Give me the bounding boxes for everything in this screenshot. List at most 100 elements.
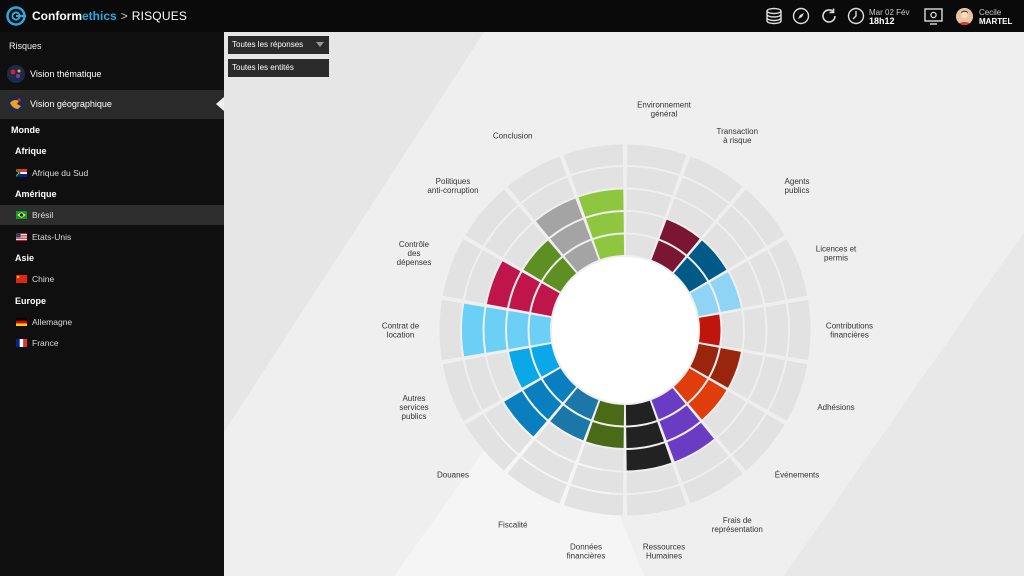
risk-bar-segment[interactable] xyxy=(507,310,529,350)
clock-icon xyxy=(847,7,865,25)
grid-cell xyxy=(507,457,567,504)
risk-bar-segment[interactable] xyxy=(531,283,560,317)
risk-bar-segment[interactable] xyxy=(667,422,715,462)
user-name[interactable]: Cecile MARTEL xyxy=(979,8,1012,26)
risk-bar-segment[interactable] xyxy=(710,272,741,312)
avatar[interactable] xyxy=(956,8,973,25)
flag-south-africa-icon xyxy=(16,169,27,177)
risk-bar-segment[interactable] xyxy=(542,257,577,292)
compass-icon[interactable] xyxy=(792,7,810,25)
flag-france-icon xyxy=(16,339,27,347)
risk-bar-segment[interactable] xyxy=(673,257,708,292)
risk-bar-segment[interactable] xyxy=(504,391,547,437)
grid-cell xyxy=(521,440,575,483)
group-europe[interactable]: Europe xyxy=(15,296,47,306)
current-time: 18h12 xyxy=(869,16,895,26)
risk-bar-segment[interactable] xyxy=(585,212,624,238)
risk-bar-segment[interactable] xyxy=(486,261,521,308)
risk-bar-segment[interactable] xyxy=(651,388,686,420)
risk-bar-segment[interactable] xyxy=(509,348,540,388)
grid-cell xyxy=(521,177,575,220)
chevron-down-icon xyxy=(316,42,324,47)
risk-bar-segment[interactable] xyxy=(535,198,583,238)
risk-bar-segment[interactable] xyxy=(550,219,591,255)
group-amerique[interactable]: Amérique xyxy=(15,189,57,199)
grid-cell xyxy=(484,206,533,258)
category-label: Douanes xyxy=(437,470,469,479)
risk-bar-segment[interactable] xyxy=(626,443,672,471)
risk-bar-segment[interactable] xyxy=(585,422,624,448)
refresh-icon[interactable] xyxy=(820,7,838,25)
flag-china-icon xyxy=(16,275,27,283)
sidebar-item-vision-thematique[interactable]: Vision thématique xyxy=(0,60,224,89)
risk-bar-segment[interactable] xyxy=(659,405,700,441)
risk-bar-segment[interactable] xyxy=(462,303,485,357)
group-afrique[interactable]: Afrique xyxy=(15,146,47,156)
category-label: Données financières xyxy=(567,543,606,561)
risk-bar-segment[interactable] xyxy=(550,405,591,441)
sidebar-item-vision-geographique[interactable]: Vision géographique xyxy=(0,90,224,119)
risk-bar-segment[interactable] xyxy=(651,240,686,272)
group-asie[interactable]: Asie xyxy=(15,253,35,263)
responses-filter-select[interactable]: Toutes les réponses xyxy=(228,36,329,54)
risk-bar-segment[interactable] xyxy=(531,343,560,377)
breadcrumb: Conformethics > RISQUES xyxy=(32,9,187,23)
conformethics-logo-icon[interactable] xyxy=(6,6,26,26)
risk-bar-segment[interactable] xyxy=(690,283,719,317)
risk-bar-segment[interactable] xyxy=(523,379,562,420)
category-label: Licences et permis xyxy=(816,245,857,263)
grid-cell xyxy=(571,167,624,196)
risk-bar-segment[interactable] xyxy=(673,368,708,403)
risk-bar-segment[interactable] xyxy=(564,240,599,272)
sidebar-country-chine[interactable]: Chine xyxy=(0,269,224,289)
sidebar-country-france[interactable]: France xyxy=(0,333,224,353)
breadcrumb-separator: > xyxy=(120,9,128,23)
monitor-settings-icon[interactable] xyxy=(924,7,943,25)
grid-cell xyxy=(683,457,743,504)
main-panel: Environnement général Transaction à risque A… xyxy=(224,32,1024,576)
grid-cell xyxy=(626,464,679,493)
region-monde[interactable]: Monde xyxy=(11,125,40,135)
risk-bar-segment[interactable] xyxy=(688,379,727,420)
risk-bar-segment[interactable] xyxy=(593,234,625,260)
grid-cell xyxy=(535,422,583,462)
grid-cell xyxy=(625,234,657,260)
grid-cell xyxy=(765,303,788,357)
sidebar-country-afrique-du-sud[interactable]: Afrique du Sud xyxy=(0,163,224,183)
sidebar-country-allemagne[interactable]: Allemagne xyxy=(0,312,224,332)
risk-bar-segment[interactable] xyxy=(509,272,540,312)
risk-bar-segment[interactable] xyxy=(529,314,551,346)
risk-bar-segment[interactable] xyxy=(626,422,665,448)
country-label: France xyxy=(32,338,59,348)
risk-bar-segment[interactable] xyxy=(578,189,624,217)
country-label: Brésil xyxy=(32,210,54,220)
grid-cell xyxy=(675,177,729,220)
grid-cell xyxy=(768,239,808,300)
entities-filter-select[interactable]: Toutes les entités xyxy=(228,59,329,77)
country-label: Allemagne xyxy=(32,317,73,327)
sidebar-country-bresil[interactable]: Brésil xyxy=(0,205,224,225)
risk-bar-segment[interactable] xyxy=(564,388,599,420)
risk-bar-segment[interactable] xyxy=(593,400,625,426)
risk-bar-segment[interactable] xyxy=(542,368,577,403)
grid-cell xyxy=(717,402,766,454)
category-label: Frais de représentation xyxy=(712,516,763,534)
risk-bar-segment[interactable] xyxy=(690,343,719,377)
risk-bar-segment[interactable] xyxy=(523,240,562,281)
globe-thematic-icon xyxy=(7,65,25,83)
risk-bar-segment[interactable] xyxy=(688,240,727,281)
database-icon[interactable] xyxy=(765,7,783,25)
grid-cell xyxy=(787,299,811,361)
brand-suffix: ethics xyxy=(82,9,117,23)
grid-cell xyxy=(683,156,743,203)
sidebar-title: Risques xyxy=(9,41,42,51)
sidebar-country-etats-unis[interactable]: Etats-Unis xyxy=(0,227,224,247)
risk-bar-segment[interactable] xyxy=(699,314,721,346)
risk-bar-segment[interactable] xyxy=(710,348,741,388)
risk-bar-segment[interactable] xyxy=(625,400,657,426)
risk-bar-segment[interactable] xyxy=(484,307,507,353)
sidebar-item-label: Vision thématique xyxy=(30,69,102,79)
radial-risk-chart: Environnement général Transaction à risque A… xyxy=(382,100,873,561)
risk-bar-segment[interactable] xyxy=(659,219,700,255)
flag-united-states-icon xyxy=(16,233,27,241)
